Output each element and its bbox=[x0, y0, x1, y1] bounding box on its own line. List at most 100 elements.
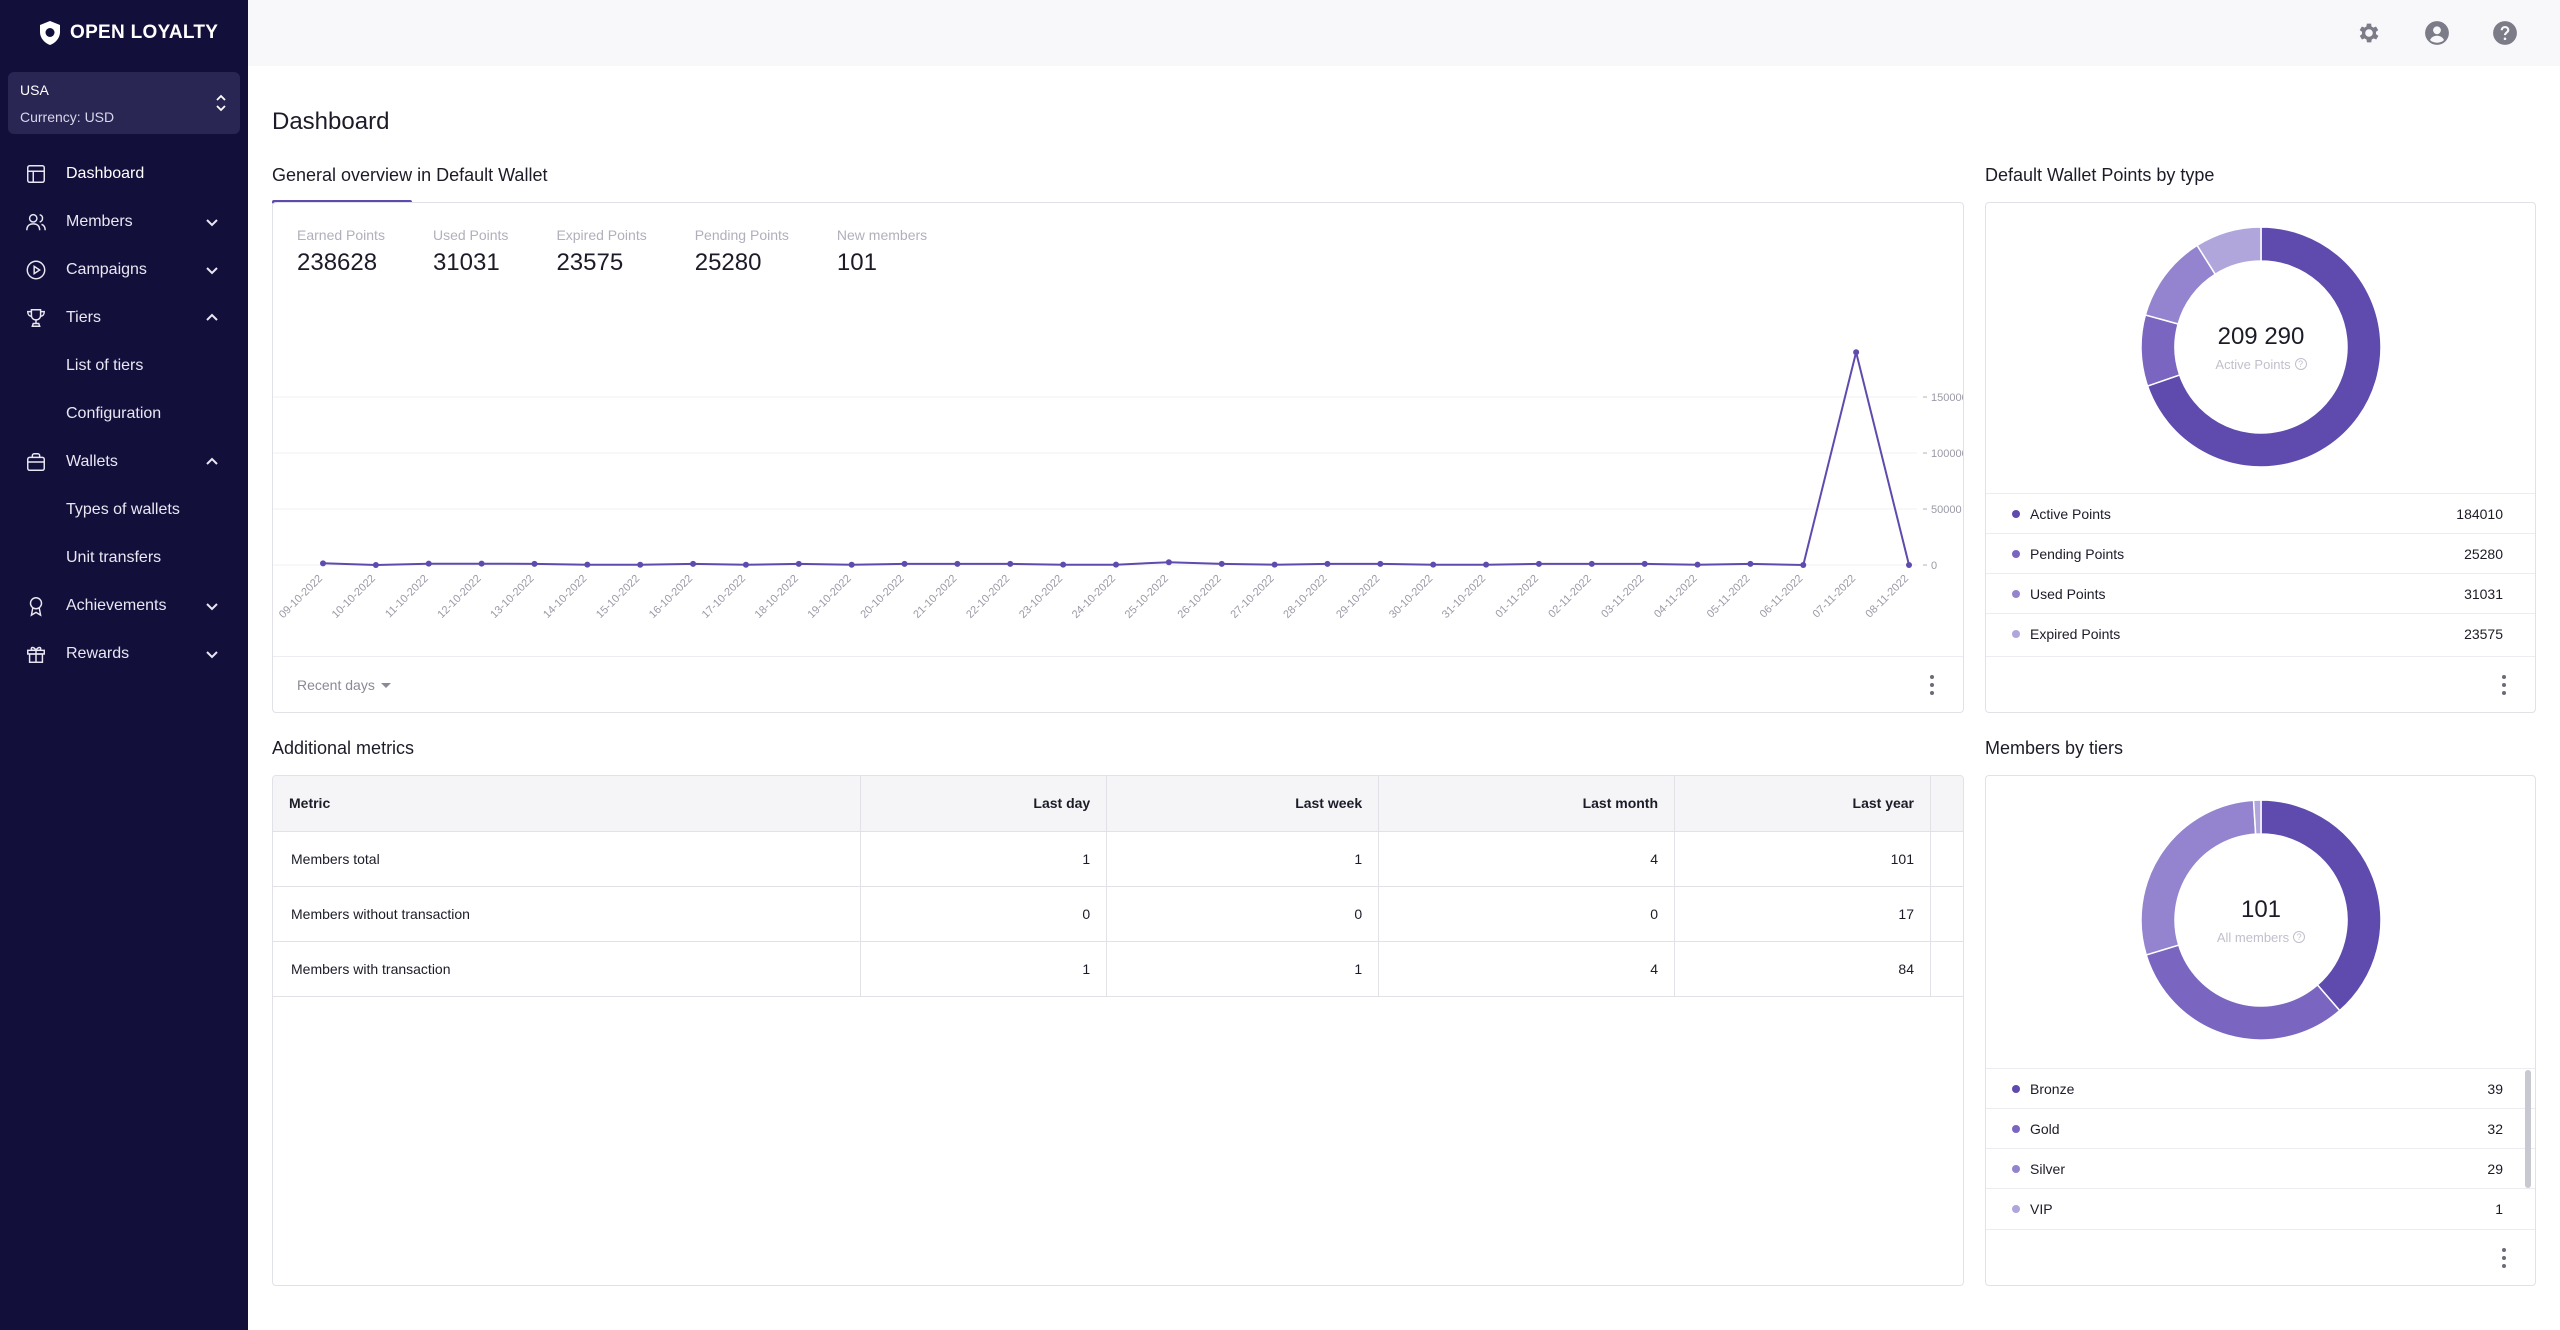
data-point[interactable] bbox=[1113, 561, 1119, 568]
sidebar-subitem-types-of-wallets[interactable]: Types of wallets bbox=[66, 501, 180, 518]
data-point[interactable] bbox=[1747, 560, 1754, 567]
legend-item: Gold 32 bbox=[1986, 1108, 2535, 1148]
data-point[interactable] bbox=[1853, 349, 1860, 356]
data-point[interactable] bbox=[1535, 560, 1542, 567]
legend-value: 39 bbox=[2487, 1080, 2503, 1097]
points-card-footer bbox=[1986, 656, 2535, 712]
overview-stats: Earned Points 238628 Used Points 31031 E… bbox=[297, 227, 975, 277]
data-point[interactable] bbox=[1694, 561, 1701, 568]
donut-slice[interactable] bbox=[2252, 799, 2262, 835]
x-tick-label: 27-10-2022 bbox=[1228, 573, 1276, 621]
data-point[interactable] bbox=[1165, 559, 1172, 566]
help-icon[interactable] bbox=[2492, 20, 2518, 46]
gear-icon[interactable] bbox=[2356, 20, 2382, 46]
data-point[interactable] bbox=[1324, 560, 1331, 567]
updown-chevron-icon bbox=[216, 94, 226, 112]
donut-slice[interactable] bbox=[2146, 226, 2382, 468]
more-options-icon[interactable] bbox=[2501, 675, 2507, 695]
table-cell: Members with transaction bbox=[273, 941, 862, 997]
sidebar: OPEN LOYALTY USA Currency: USD Dashboard… bbox=[0, 0, 248, 1330]
data-point[interactable] bbox=[901, 560, 908, 567]
table-cell: 4 bbox=[1378, 831, 1676, 887]
additional-metrics-card: Metric Last day Last week Last month Las… bbox=[272, 775, 1964, 1286]
sidebar-item-dashboard[interactable]: Dashboard bbox=[0, 150, 248, 198]
x-tick-label: 06-11-2022 bbox=[1758, 573, 1806, 621]
data-point[interactable] bbox=[1060, 561, 1067, 568]
stat-value: 238628 bbox=[297, 249, 378, 276]
sidebar-item-members[interactable]: Members bbox=[0, 198, 248, 246]
data-point[interactable] bbox=[425, 560, 432, 567]
table-cell: 1 bbox=[1106, 941, 1380, 997]
range-dropdown[interactable]: Recent days bbox=[297, 677, 391, 693]
donut-slice[interactable] bbox=[2260, 799, 2382, 1012]
stat-label: Earned Points bbox=[297, 227, 385, 243]
sidebar-item-rewards[interactable]: Rewards bbox=[0, 630, 248, 678]
data-point[interactable] bbox=[1800, 562, 1807, 568]
data-point[interactable] bbox=[1007, 560, 1014, 567]
sidebar-item-achievements[interactable]: Achievements bbox=[0, 582, 248, 630]
sidebar-subitem-tiers-configuration[interactable]: Configuration bbox=[66, 405, 162, 422]
sidebar-item-label: Dashboard bbox=[66, 165, 145, 182]
tiers-legend: Bronze 39 Gold 32 Silver 29 VIP 1 bbox=[1986, 1068, 2535, 1228]
table-row: Members without transaction 0 0 0 17 bbox=[273, 886, 1963, 942]
donut-center-label-wrap: Active Points ? bbox=[2215, 357, 2307, 372]
sidebar-item-tiers[interactable]: Tiers bbox=[0, 294, 248, 342]
data-point[interactable] bbox=[742, 561, 749, 568]
x-tick-label: 30-10-2022 bbox=[1387, 573, 1435, 621]
data-point[interactable] bbox=[531, 560, 538, 567]
x-tick-label: 02-11-2022 bbox=[1546, 573, 1594, 621]
column-header[interactable]: Metric bbox=[273, 776, 862, 832]
sidebar-item-label: Wallets bbox=[66, 453, 118, 470]
legend-item: Pending Points 25280 bbox=[1986, 533, 2535, 573]
column-header[interactable]: Last week bbox=[1106, 776, 1380, 832]
sidebar-item-wallets[interactable]: Wallets bbox=[0, 438, 248, 486]
donut-center-label-wrap: All members ? bbox=[2217, 930, 2306, 945]
sidebar-item-campaigns[interactable]: Campaigns bbox=[0, 246, 248, 294]
stat-value: 31031 bbox=[432, 249, 500, 276]
store-selector[interactable]: USA Currency: USD bbox=[8, 72, 240, 134]
legend-scrollbar[interactable] bbox=[2525, 1070, 2531, 1188]
x-tick-label: 23-10-2022 bbox=[1017, 573, 1065, 621]
table-cell: 17 bbox=[1674, 886, 1931, 942]
column-header[interactable]: Last month bbox=[1378, 776, 1676, 832]
donut-center: 209 290 Active Points ? bbox=[2139, 225, 2383, 469]
account-icon[interactable] bbox=[2424, 20, 2450, 46]
data-point[interactable] bbox=[637, 561, 644, 568]
column-header[interactable]: Last year bbox=[1674, 776, 1931, 832]
legend-item: Bronze 39 bbox=[1986, 1068, 2535, 1108]
data-point[interactable] bbox=[1906, 562, 1912, 568]
data-point[interactable] bbox=[690, 560, 697, 567]
data-point[interactable] bbox=[1430, 561, 1437, 568]
sidebar-subitem-unit-transfers[interactable]: Unit transfers bbox=[66, 549, 162, 566]
question-icon[interactable]: ? bbox=[2293, 931, 2306, 943]
donut-slice[interactable] bbox=[2196, 226, 2262, 276]
sidebar-subitem-list-of-tiers[interactable]: List of tiers bbox=[66, 357, 144, 374]
data-point[interactable] bbox=[954, 560, 961, 567]
data-point[interactable] bbox=[848, 561, 855, 568]
stat-value: 25280 bbox=[694, 249, 762, 276]
more-options-icon[interactable] bbox=[1929, 675, 1935, 695]
question-icon[interactable]: ? bbox=[2294, 358, 2307, 370]
data-point[interactable] bbox=[1483, 561, 1490, 568]
data-point[interactable] bbox=[372, 562, 379, 568]
data-point[interactable] bbox=[1641, 560, 1648, 567]
data-point[interactable] bbox=[1271, 561, 1278, 568]
data-point[interactable] bbox=[1377, 560, 1384, 567]
y-tick-label: 0 bbox=[1931, 560, 1937, 572]
data-point[interactable] bbox=[1588, 560, 1595, 567]
y-tick-label: 50000 bbox=[1931, 504, 1962, 516]
data-point[interactable] bbox=[478, 560, 485, 567]
data-point[interactable] bbox=[320, 560, 326, 567]
data-point[interactable] bbox=[584, 561, 591, 568]
y-tick-label: 100000 bbox=[1931, 448, 1963, 460]
data-point[interactable] bbox=[795, 560, 802, 567]
logo[interactable]: OPEN LOYALTY bbox=[38, 20, 218, 46]
legend-label: Gold bbox=[2030, 1120, 2060, 1137]
table-cell: 0 bbox=[1106, 886, 1380, 942]
more-options-icon[interactable] bbox=[2501, 1248, 2507, 1268]
table-cell: 0 bbox=[860, 886, 1108, 942]
sidebar-item-label: Tiers bbox=[66, 309, 101, 326]
x-tick-label: 01-11-2022 bbox=[1493, 573, 1541, 621]
column-header[interactable]: Last day bbox=[860, 776, 1108, 832]
data-point[interactable] bbox=[1218, 560, 1225, 567]
